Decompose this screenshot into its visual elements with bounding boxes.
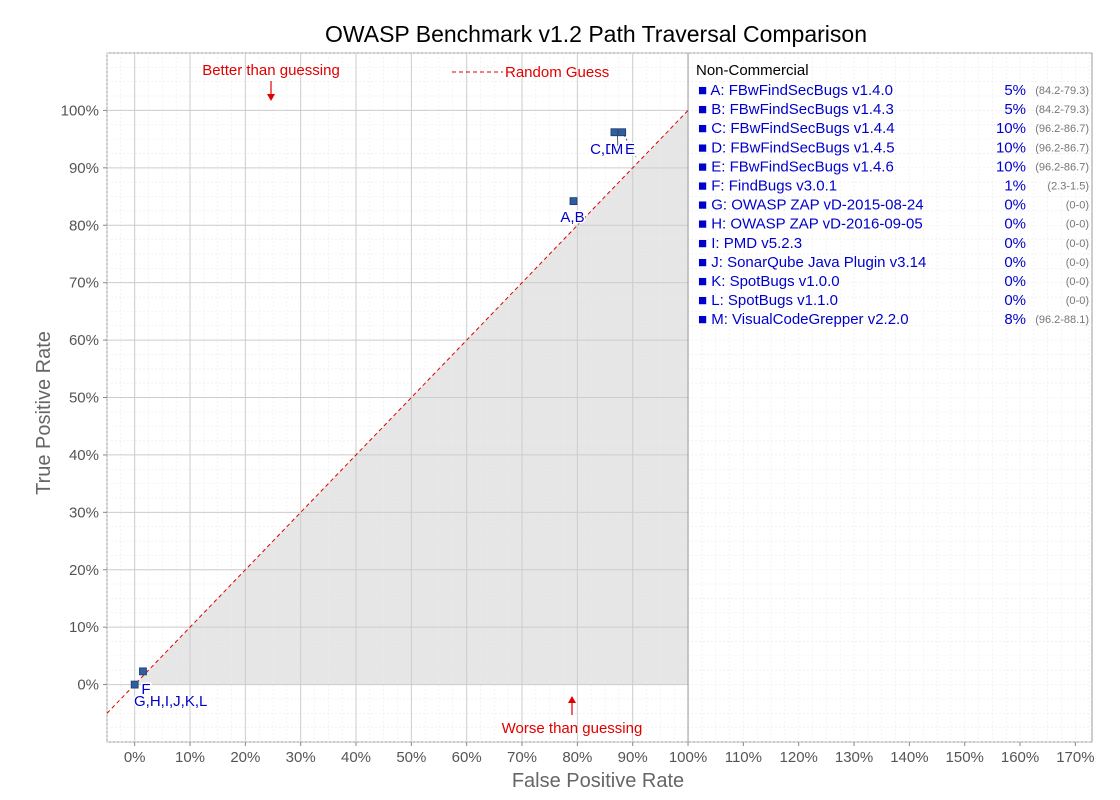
- point-label: C,D: [590, 141, 616, 158]
- data-point: [569, 197, 578, 206]
- y-tick-label: 30%: [69, 504, 99, 521]
- random-guess-legend-label: Random Guess: [505, 64, 609, 81]
- y-tick-label: 60%: [69, 332, 99, 349]
- legend-entry-score: 1%: [1004, 178, 1026, 195]
- point-label: G,H,I,J,K,L: [134, 693, 207, 710]
- leader-line: [623, 135, 637, 158]
- legend-entry-score: 8%: [1004, 311, 1026, 328]
- x-tick-label: 10%: [175, 749, 205, 766]
- x-tick-label: 100%: [669, 749, 707, 766]
- x-tick-label: 30%: [286, 749, 316, 766]
- legend-entry-range: (96.2-86.7): [1035, 123, 1089, 135]
- x-tick-label: 130%: [835, 749, 873, 766]
- legend-entry-score: 0%: [1004, 254, 1026, 271]
- legend-entry-range: (0-0): [1066, 200, 1089, 212]
- x-tick-label: 70%: [507, 749, 537, 766]
- legend-entry-score: 10%: [996, 139, 1026, 156]
- legend-entry-name: ■ E: FBwFindSecBugs v1.4.6: [698, 158, 894, 175]
- data-point: [610, 128, 619, 137]
- legend-entry-name: ■ M: VisualCodeGrepper v2.2.0: [698, 311, 909, 328]
- worse-arrow-head: [568, 696, 576, 703]
- legend-entry-score: 0%: [1004, 216, 1026, 233]
- legend-entry-score: 0%: [1004, 292, 1026, 309]
- y-tick-label: 70%: [69, 275, 99, 292]
- legend-entry-name: ■ A: FBwFindSecBugs v1.4.0: [698, 82, 893, 99]
- legend-entry-name: ■ J: SonarQube Java Plugin v3.14: [698, 254, 926, 271]
- legend-entry-name: ■ K: SpotBugs v1.0.0: [698, 273, 840, 290]
- data-point: [618, 128, 627, 137]
- x-tick-label: 140%: [890, 749, 928, 766]
- legend-entry-score: 10%: [996, 120, 1026, 137]
- legend-entry-score: 0%: [1004, 235, 1026, 252]
- legend-entry-score: 5%: [1004, 101, 1026, 118]
- data-point: [139, 667, 147, 676]
- legend-entry-range: (96.2-86.7): [1035, 142, 1089, 154]
- legend-entry-range: (0-0): [1066, 257, 1089, 269]
- legend: Non-Commercial ■ A: FBwFindSecBugs v1.4.0…: [696, 62, 1089, 328]
- y-tick-label: 50%: [69, 390, 99, 407]
- x-axis-title: False Positive Rate: [512, 770, 684, 792]
- legend-entry-name: ■ G: OWASP ZAP vD-2015-08-24: [698, 197, 924, 214]
- legend-entry-name: ■ C: FBwFindSecBugs v1.4.4: [698, 120, 895, 137]
- legend-entry-score: 10%: [996, 158, 1026, 175]
- y-tick-label: 0%: [77, 677, 99, 694]
- point-label: M: [611, 141, 624, 158]
- legend-heading: Non-Commercial: [696, 62, 809, 79]
- legend-entry-range: (0-0): [1066, 276, 1089, 288]
- plot-area: 0% 10% 20% 30% 40% 50% 60% 70% 80% 90% 100% 110% 120…: [61, 52, 1095, 766]
- y-tick-label: 20%: [69, 562, 99, 579]
- point-label: F: [141, 681, 150, 698]
- leader-line: [617, 135, 619, 149]
- legend-entry-range: (0-0): [1066, 295, 1089, 307]
- x-tick-label: 40%: [341, 749, 371, 766]
- x-tick-label: 150%: [946, 749, 984, 766]
- x-tick-label: 0%: [124, 749, 146, 766]
- y-tick-label: 80%: [69, 217, 99, 234]
- better-arrow-head: [267, 94, 275, 101]
- y-tick-label: 100%: [61, 102, 99, 119]
- x-tick-label: 90%: [618, 749, 648, 766]
- legend-entry-name: ■ H: OWASP ZAP vD-2016-09-05: [698, 216, 923, 233]
- legend-entry-range: (2.3-1.5): [1047, 181, 1089, 193]
- x-tick-label: 50%: [396, 749, 426, 766]
- x-tick-label: 80%: [562, 749, 592, 766]
- y-tick-label: 10%: [69, 619, 99, 636]
- legend-entry-range: (96.2-88.1): [1035, 314, 1089, 326]
- x-tick-label: 170%: [1056, 749, 1094, 766]
- x-tick-label: 120%: [780, 749, 818, 766]
- legend-entry-name: ■ L: SpotBugs v1.1.0: [698, 292, 838, 309]
- legend-entry-score: 5%: [1004, 82, 1026, 99]
- point-label: A,B: [560, 209, 584, 226]
- legend-entry-score: 0%: [1004, 197, 1026, 214]
- legend-entry-name: ■ B: FBwFindSecBugs v1.4.3: [698, 101, 894, 118]
- legend-entry-score: 0%: [1004, 273, 1026, 290]
- x-tick-label: 20%: [230, 749, 260, 766]
- better-than-guessing-label: Better than guessing: [202, 62, 340, 79]
- legend-entry-range: (0-0): [1066, 219, 1089, 231]
- worse-than-guessing-label: Worse than guessing: [502, 720, 643, 737]
- legend-entry-name: ■ I: PMD v5.2.3: [698, 235, 802, 252]
- chart-title: OWASP Benchmark v1.2 Path Traversal Comp…: [325, 21, 867, 47]
- legend-entry-name: ■ F: FindBugs v3.0.1: [698, 178, 837, 195]
- data-point: [130, 680, 139, 689]
- x-tick-label: 160%: [1001, 749, 1039, 766]
- legend-entry-range: (0-0): [1066, 238, 1089, 250]
- y-axis-title: True Positive Rate: [33, 331, 55, 495]
- y-tick-label: 40%: [69, 447, 99, 464]
- point-label: E: [625, 141, 635, 158]
- y-tick-label: 90%: [69, 160, 99, 177]
- legend-entry-name: ■ D: FBwFindSecBugs v1.4.5: [698, 139, 895, 156]
- legend-entry-range: (96.2-86.7): [1035, 161, 1089, 173]
- legend-entry-range: (84.2-79.3): [1035, 85, 1089, 97]
- legend-entry-range: (84.2-79.3): [1035, 104, 1089, 116]
- x-tick-label: 110%: [725, 749, 762, 766]
- x-tick-label: 60%: [452, 749, 482, 766]
